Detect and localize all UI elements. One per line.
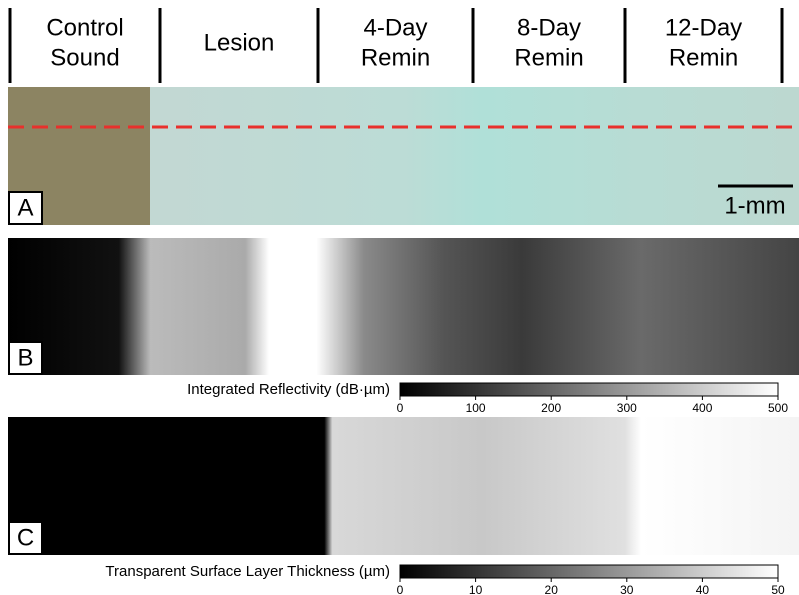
tick-label: 10 <box>469 583 483 595</box>
column-label: Remin <box>514 44 583 71</box>
tick-label: 50 <box>771 583 785 595</box>
column-label: Control <box>46 14 123 41</box>
figure: Control Sound Lesion 4-Day Remin 8-Day Remin 12… <box>0 0 799 595</box>
tick-label: 30 <box>620 583 634 595</box>
tick-label: 200 <box>541 401 561 415</box>
tick-label: 300 <box>617 401 637 415</box>
colorbar <box>400 383 778 396</box>
scale-label: 1-mm <box>724 192 785 219</box>
column-label: Remin <box>361 44 430 71</box>
column-label: Sound <box>50 44 119 71</box>
page: Control Sound Lesion 4-Day Remin 8-Day Remin 12… <box>0 0 799 595</box>
panel-label: A <box>17 194 33 221</box>
header: Control Sound Lesion 4-Day Remin 8-Day Remin 12… <box>10 8 782 83</box>
tick-label: 400 <box>692 401 712 415</box>
tick-label: 0 <box>397 401 404 415</box>
colorbar-label: Integrated Reflectivity (dB·µm) <box>187 381 390 398</box>
panel-label: C <box>17 524 34 551</box>
colorbar-label: Transparent Surface Layer Thickness (µm) <box>105 563 390 580</box>
tick-label: 20 <box>545 583 559 595</box>
tick-label: 100 <box>466 401 486 415</box>
column-label: Remin <box>669 44 738 71</box>
colorbar <box>400 565 778 578</box>
panel-label: B <box>17 344 33 371</box>
thickness-map <box>8 417 799 555</box>
column-label: Lesion <box>204 29 275 56</box>
column-label: 4-Day <box>363 14 427 41</box>
tick-label: 0 <box>397 583 404 595</box>
column-label: 12-Day <box>665 14 742 41</box>
reflectivity-map <box>8 238 799 375</box>
tick-label: 40 <box>696 583 710 595</box>
tick-label: 500 <box>768 401 788 415</box>
column-label: 8-Day <box>517 14 581 41</box>
